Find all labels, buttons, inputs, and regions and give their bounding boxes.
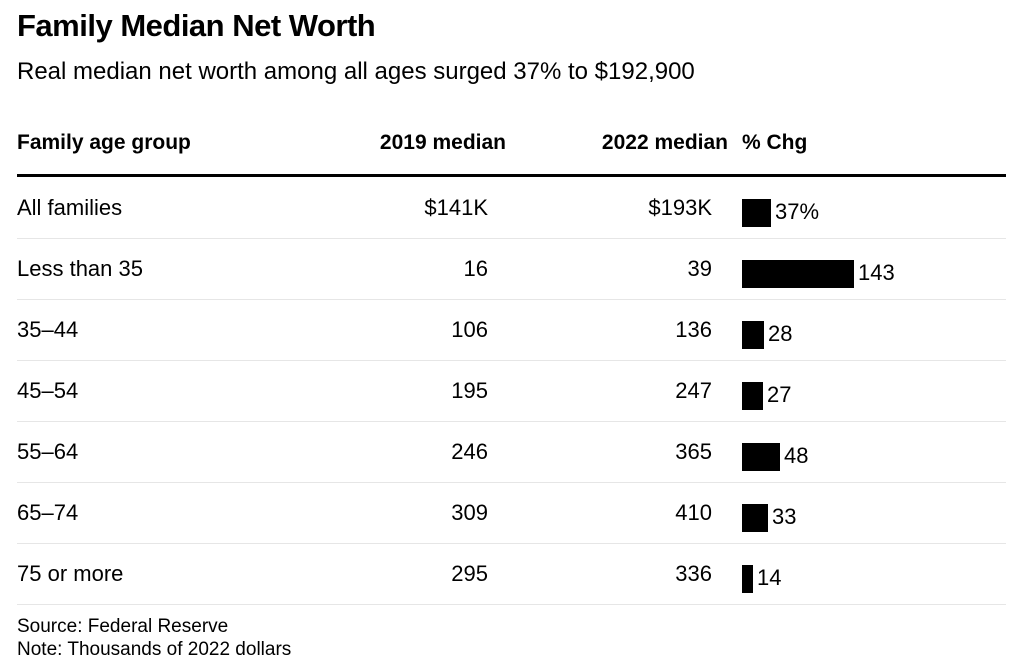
chart-title: Family Median Net Worth bbox=[17, 8, 376, 43]
median-2019-cell: 309 bbox=[451, 500, 488, 525]
pct-change-bar bbox=[742, 504, 768, 532]
table-row: 55–64 246 365 48 bbox=[17, 421, 1006, 483]
median-2022-cell: 39 bbox=[687, 256, 712, 281]
pct-change-bar bbox=[742, 199, 771, 227]
median-2022-cell: 247 bbox=[675, 378, 712, 403]
median-2022-cell: $193K bbox=[648, 195, 712, 220]
median-2019-cell: 16 bbox=[463, 256, 488, 281]
pct-change-bar bbox=[742, 382, 763, 410]
median-2022-cell: 136 bbox=[675, 317, 712, 342]
pct-change-bar bbox=[742, 565, 753, 593]
pct-change-label: 28 bbox=[768, 321, 793, 346]
median-2022-cell: 410 bbox=[675, 500, 712, 525]
table-row: 65–74 309 410 33 bbox=[17, 482, 1006, 544]
table-row: 75 or more 295 336 14 bbox=[17, 543, 1006, 605]
median-2019-cell: $141K bbox=[424, 195, 488, 220]
pct-change-label: 14 bbox=[757, 565, 782, 590]
age-group-cell: 35–44 bbox=[17, 317, 79, 342]
median-2019-cell: 246 bbox=[451, 439, 488, 464]
age-group-cell: 75 or more bbox=[17, 561, 124, 586]
pct-change-bar bbox=[742, 443, 780, 471]
age-group-cell: 45–54 bbox=[17, 378, 79, 403]
units-note: Note: Thousands of 2022 dollars bbox=[17, 639, 292, 660]
median-2022-cell: 336 bbox=[675, 561, 712, 586]
header-pct-change: % Chg bbox=[742, 131, 808, 154]
age-group-cell: 65–74 bbox=[17, 500, 79, 525]
median-2019-cell: 106 bbox=[451, 317, 488, 342]
table-row: Less than 35 16 39 143 bbox=[17, 238, 1006, 300]
header-divider bbox=[17, 174, 1006, 177]
table-row: All families $141K $193K 37% bbox=[17, 177, 1006, 239]
pct-change-bar bbox=[742, 321, 764, 349]
age-group-cell: 55–64 bbox=[17, 439, 79, 464]
table-row: 45–54 195 247 27 bbox=[17, 360, 1006, 422]
age-group-cell: Less than 35 bbox=[17, 256, 143, 281]
pct-change-label: 143 bbox=[858, 260, 895, 285]
median-2019-cell: 295 bbox=[451, 561, 488, 586]
header-2019-median: 2019 median bbox=[379, 131, 506, 154]
source-note: Source: Federal Reserve bbox=[17, 616, 229, 637]
chart-subtitle: Real median net worth among all ages sur… bbox=[17, 58, 695, 85]
table-row: 35–44 106 136 28 bbox=[17, 299, 1006, 361]
pct-change-label: 27 bbox=[767, 382, 792, 407]
median-2019-cell: 195 bbox=[451, 378, 488, 403]
pct-change-label: 48 bbox=[784, 443, 809, 468]
median-2022-cell: 365 bbox=[675, 439, 712, 464]
pct-change-bar bbox=[742, 260, 854, 288]
pct-change-label: 37% bbox=[775, 199, 820, 224]
pct-change-label: 33 bbox=[772, 504, 797, 529]
header-2022-median: 2022 median bbox=[601, 131, 728, 154]
age-group-cell: All families bbox=[17, 195, 123, 220]
header-age-group: Family age group bbox=[17, 131, 191, 154]
